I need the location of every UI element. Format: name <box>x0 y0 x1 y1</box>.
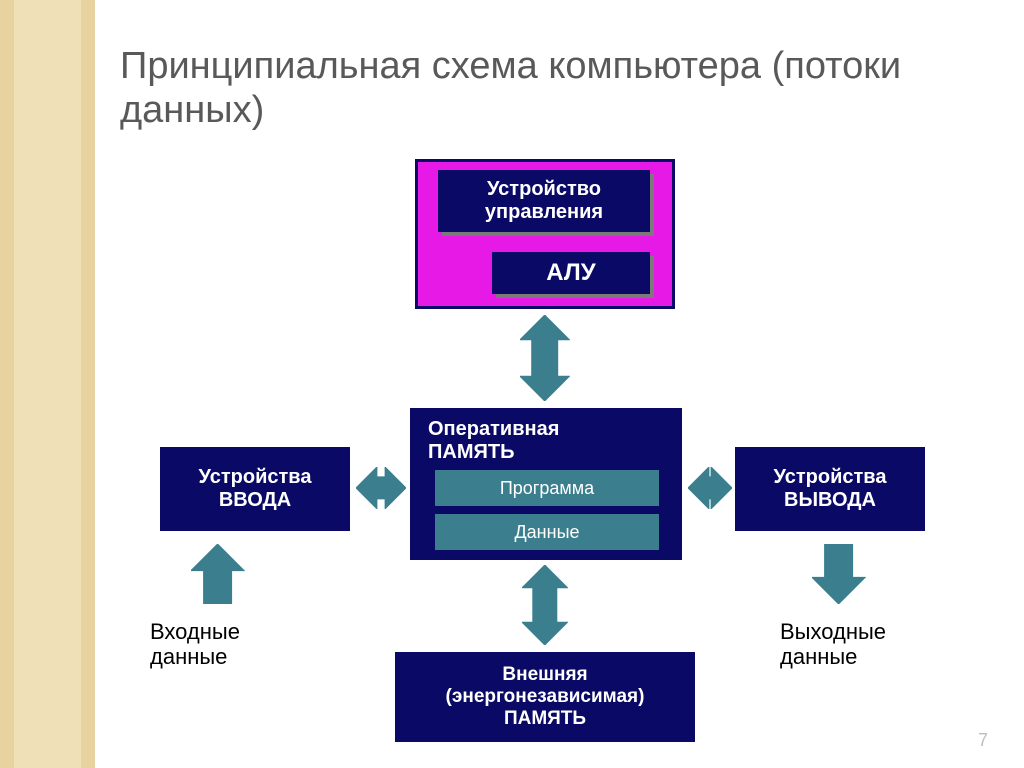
output-devices-box-line2: ВЫВОДА <box>774 489 887 512</box>
alu-box-line1: АЛУ <box>546 259 595 287</box>
ram-data-box: Данные <box>435 514 659 550</box>
ram-program-box-line1: Программа <box>500 478 594 499</box>
external-memory-box: Внешняя(энергонезависимая)ПАМЯТЬ <box>395 652 695 742</box>
arrow-ram-output <box>688 467 732 509</box>
input-data-label-line1: Входные <box>150 619 240 644</box>
alu-box: АЛУ <box>492 252 650 294</box>
ram-label-line1: Оперативная <box>428 418 559 441</box>
slide-title: Принципиальная схема компьютера (потоки … <box>120 34 940 144</box>
output-data-label: Выходныеданные <box>780 614 960 674</box>
external-memory-box-line2: (энергонезависимая) <box>446 686 645 708</box>
arrow-input-ram <box>356 467 406 509</box>
external-memory-box-line1: Внешняя <box>446 664 645 686</box>
control-unit-box: Устройствоуправления <box>438 170 650 232</box>
arrow-cpu-ram <box>520 315 569 401</box>
output-devices-box: УстройстваВЫВОДА <box>735 447 925 531</box>
output-data-label-line2: данные <box>780 644 886 669</box>
external-memory-box-line3: ПАМЯТЬ <box>446 708 645 730</box>
arrow-ram-extmem <box>522 565 568 645</box>
input-data-label: Входныеданные <box>150 614 310 674</box>
control-unit-box-line2: управления <box>485 201 603 224</box>
input-devices-box-line2: ВВОДА <box>199 489 312 512</box>
slide-sidebar <box>0 0 95 768</box>
control-unit-box-line1: Устройство <box>485 178 603 201</box>
output-devices-box-line1: Устройства <box>774 466 887 489</box>
slide-stage: Принципиальная схема компьютера (потоки … <box>0 0 1024 768</box>
input-devices-box-line1: Устройства <box>199 466 312 489</box>
input-devices-box: УстройстваВВОДА <box>160 447 350 531</box>
ram-label-line2: ПАМЯТЬ <box>428 441 559 464</box>
output-data-label-line1: Выходные <box>780 619 886 644</box>
ram-label: ОперативнаяПАМЯТЬ <box>428 418 559 464</box>
arrow-output-down <box>812 544 865 604</box>
input-data-label-line2: данные <box>150 644 240 669</box>
ram-data-box-line1: Данные <box>514 522 579 543</box>
arrow-input-up <box>191 544 244 604</box>
page-number: 7 <box>978 730 988 751</box>
ram-program-box: Программа <box>435 470 659 506</box>
